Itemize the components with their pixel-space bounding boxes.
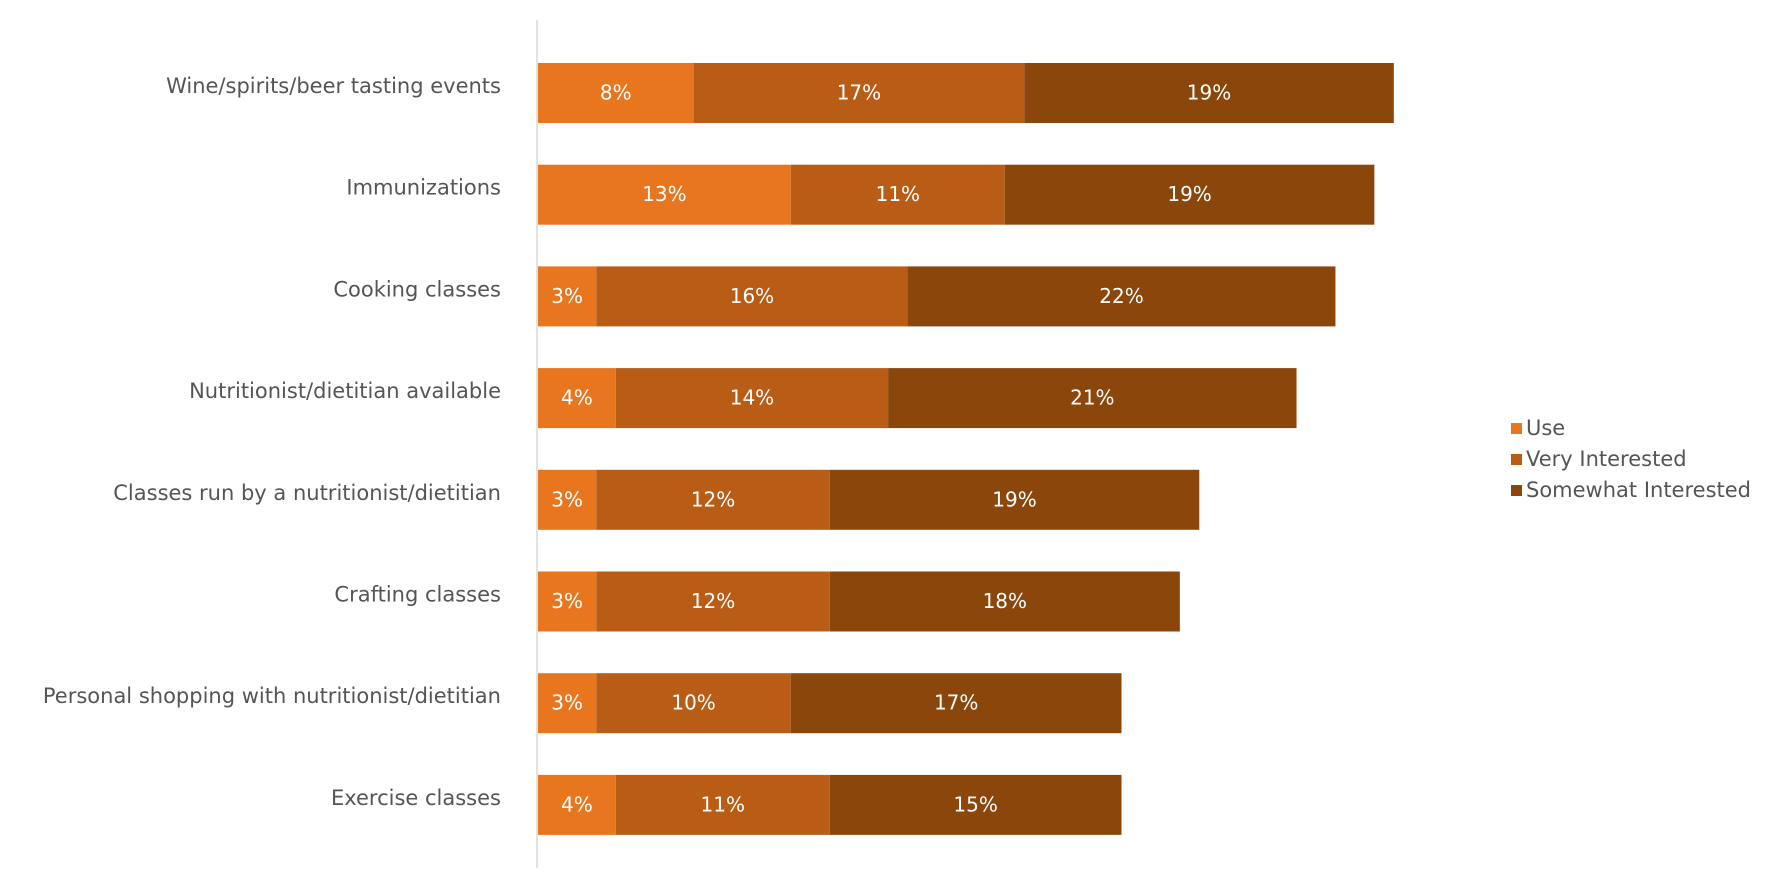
category-label: Personal shopping with nutritionist/diet… — [43, 684, 501, 708]
category-label: Cooking classes — [333, 277, 501, 301]
data-label: 14% — [730, 386, 774, 410]
data-label: 19% — [1167, 182, 1211, 206]
category-label: Nutritionist/dietitian available — [189, 379, 501, 403]
category-labels: Wine/spirits/beer tasting events Immuniza… — [43, 74, 501, 810]
category-label: Exercise classes — [331, 786, 501, 810]
bar-segment — [1004, 164, 1375, 225]
bar-segment — [693, 63, 1025, 123]
bar-segment — [615, 368, 889, 429]
legend-label: Use — [1526, 416, 1565, 440]
category-label: Crafting classes — [334, 583, 501, 607]
category-label: Immunizations — [346, 176, 501, 200]
bar-segment — [790, 673, 1122, 734]
bar-segment — [596, 673, 791, 734]
legend-swatch — [1511, 423, 1522, 434]
legend-label: Very Interested — [1526, 447, 1687, 471]
bar-segment — [790, 164, 1005, 225]
data-label: 17% — [837, 81, 881, 105]
legend-swatch — [1511, 485, 1522, 496]
bar-segment — [538, 469, 597, 530]
data-label: 3% — [551, 284, 583, 308]
bar-segment — [829, 774, 1122, 835]
bar-segment — [907, 266, 1336, 327]
data-label: 15% — [953, 792, 997, 816]
data-label: 13% — [642, 182, 686, 206]
category-label: Wine/spirits/beer tasting events — [166, 74, 501, 98]
bar-segment — [538, 63, 694, 123]
bar-segment — [888, 368, 1297, 429]
data-label: 19% — [1187, 81, 1231, 105]
bar-segment — [829, 469, 1200, 530]
data-label: 12% — [691, 589, 735, 613]
data-label: 3% — [551, 589, 583, 613]
data-label: 22% — [1099, 284, 1143, 308]
data-label: 3% — [551, 691, 583, 715]
bar-segment — [538, 774, 616, 835]
data-label: 12% — [691, 487, 735, 511]
bar-segment — [538, 571, 597, 632]
bar-segment — [596, 469, 830, 530]
data-label: 16% — [730, 284, 774, 308]
legend: Use Very Interested Somewhat Interested — [1511, 416, 1751, 502]
bar-segment — [596, 571, 830, 632]
bars: 8% 17% 19% 13% 11% 19% 3% 16% 22% 4% 14% 21% 3% 12% 19… — [538, 63, 1394, 835]
data-label: 19% — [992, 487, 1036, 511]
data-label: 18% — [983, 589, 1027, 613]
category-label: Classes run by a nutritionist/dietitian — [113, 481, 501, 505]
legend-swatch — [1511, 454, 1522, 465]
bar-segment — [615, 774, 830, 835]
data-label: 10% — [671, 691, 715, 715]
bar-segment — [538, 673, 597, 734]
data-label: 21% — [1070, 386, 1114, 410]
bar-segment — [538, 266, 597, 327]
bar-segment — [1024, 63, 1394, 123]
data-label: 11% — [876, 182, 920, 206]
data-label: 4% — [561, 792, 593, 816]
bar-segment — [538, 368, 616, 429]
data-label: 3% — [551, 487, 583, 511]
bar-segment — [596, 266, 908, 327]
bar-segment — [829, 571, 1180, 632]
data-label: 17% — [934, 691, 978, 715]
data-label: 4% — [561, 386, 593, 410]
legend-label: Somewhat Interested — [1526, 478, 1751, 502]
data-label: 8% — [600, 81, 632, 105]
bar-segment — [538, 164, 791, 225]
data-label: 11% — [701, 792, 745, 816]
